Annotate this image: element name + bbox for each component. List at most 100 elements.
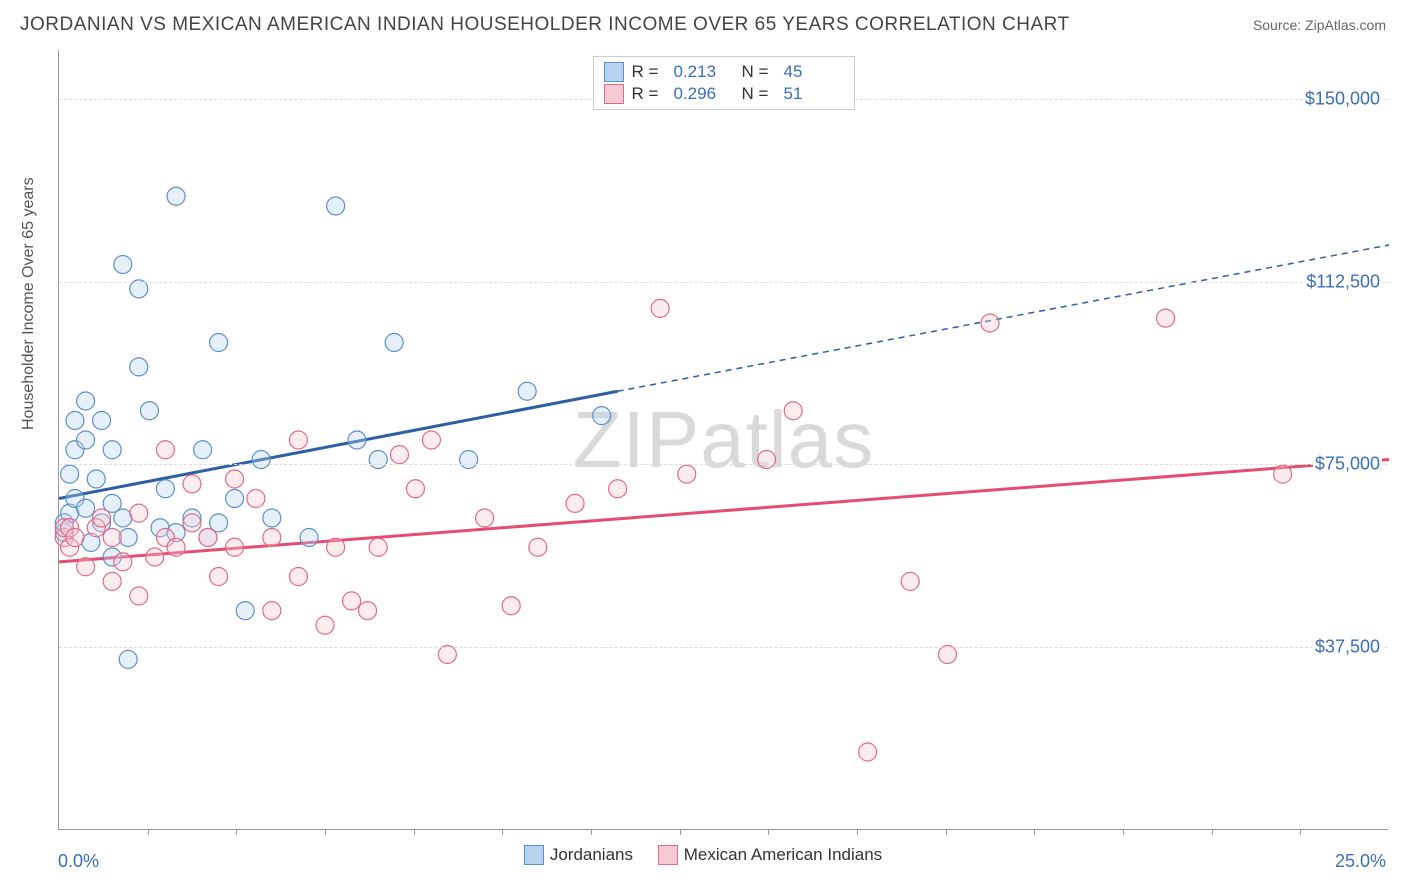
- data-point: [156, 480, 174, 498]
- legend-item: Mexican American Indians: [658, 845, 882, 865]
- data-point: [252, 451, 270, 469]
- data-point: [369, 538, 387, 556]
- data-point: [119, 650, 137, 668]
- data-point: [66, 412, 84, 430]
- y-tick-label: $150,000: [1303, 88, 1382, 109]
- data-point: [343, 592, 361, 610]
- r-label: R =: [632, 84, 666, 104]
- data-point: [859, 743, 877, 761]
- chart-title: JORDANIAN VS MEXICAN AMERICAN INDIAN HOU…: [20, 14, 1070, 36]
- x-tick: [591, 829, 592, 835]
- data-point: [263, 529, 281, 547]
- gridline: [59, 647, 1388, 648]
- x-tick: [680, 829, 681, 835]
- data-point: [199, 529, 217, 547]
- swatch-icon: [658, 845, 678, 865]
- data-point: [1274, 465, 1292, 483]
- data-point: [167, 187, 185, 205]
- data-point: [130, 358, 148, 376]
- data-point: [77, 499, 95, 517]
- x-tick: [502, 829, 503, 835]
- trend-line: [59, 460, 1389, 562]
- data-point: [167, 538, 185, 556]
- data-point: [385, 334, 403, 352]
- data-point: [210, 334, 228, 352]
- x-tick: [768, 829, 769, 835]
- r-value: 0.213: [674, 62, 734, 82]
- data-point: [226, 538, 244, 556]
- data-point: [194, 441, 212, 459]
- data-point: [119, 529, 137, 547]
- x-tick: [1212, 829, 1213, 835]
- y-tick-label: $37,500: [1313, 637, 1382, 658]
- data-point: [518, 382, 536, 400]
- correlation-legend: R = 0.213 N = 45 R = 0.296 N = 51: [593, 56, 855, 110]
- data-point: [678, 465, 696, 483]
- data-point: [236, 602, 254, 620]
- r-value: 0.296: [674, 84, 734, 104]
- data-point: [327, 197, 345, 215]
- data-point: [77, 558, 95, 576]
- data-point: [103, 529, 121, 547]
- data-point: [93, 509, 111, 527]
- x-tick: [857, 829, 858, 835]
- data-point: [359, 602, 377, 620]
- data-point: [609, 480, 627, 498]
- x-tick: [148, 829, 149, 835]
- data-point: [390, 446, 408, 464]
- data-point: [316, 616, 334, 634]
- data-point: [146, 548, 164, 566]
- data-point: [183, 475, 201, 493]
- data-point: [93, 412, 111, 430]
- legend-row: R = 0.296 N = 51: [604, 83, 844, 105]
- data-point: [901, 572, 919, 590]
- data-point: [300, 529, 318, 547]
- scatter-plot: [59, 50, 1388, 829]
- data-point: [938, 646, 956, 664]
- x-tick: [236, 829, 237, 835]
- data-point: [66, 529, 84, 547]
- trend-line-extrapolated: [618, 245, 1389, 391]
- data-point: [406, 480, 424, 498]
- data-point: [422, 431, 440, 449]
- data-point: [289, 568, 307, 586]
- data-point: [156, 441, 174, 459]
- data-point: [103, 441, 121, 459]
- x-tick: [414, 829, 415, 835]
- data-point: [784, 402, 802, 420]
- gridline: [59, 464, 1388, 465]
- chart-area: ZIPatlas R = 0.213 N = 45 R = 0.296 N = …: [58, 50, 1388, 830]
- data-point: [348, 431, 366, 449]
- data-point: [114, 509, 132, 527]
- data-point: [566, 494, 584, 512]
- data-point: [77, 431, 95, 449]
- data-point: [327, 538, 345, 556]
- data-point: [210, 568, 228, 586]
- data-point: [226, 470, 244, 488]
- data-point: [438, 646, 456, 664]
- data-point: [77, 392, 95, 410]
- data-point: [460, 451, 478, 469]
- x-tick: [1300, 829, 1301, 835]
- data-point: [758, 451, 776, 469]
- data-point: [247, 490, 265, 508]
- source-label: Source: ZipAtlas.com: [1253, 17, 1386, 33]
- gridline: [59, 282, 1388, 283]
- y-tick-label: $75,000: [1313, 454, 1382, 475]
- data-point: [529, 538, 547, 556]
- legend-item: Jordanians: [524, 845, 633, 865]
- data-point: [130, 504, 148, 522]
- data-point: [130, 280, 148, 298]
- n-label: N =: [742, 62, 776, 82]
- x-tick: [946, 829, 947, 835]
- data-point: [130, 587, 148, 605]
- swatch-icon: [604, 84, 624, 104]
- data-point: [263, 602, 281, 620]
- n-value: 45: [784, 62, 844, 82]
- data-point: [651, 299, 669, 317]
- legend-row: R = 0.213 N = 45: [604, 61, 844, 83]
- r-label: R =: [632, 62, 666, 82]
- data-point: [981, 314, 999, 332]
- n-label: N =: [742, 84, 776, 104]
- data-point: [114, 553, 132, 571]
